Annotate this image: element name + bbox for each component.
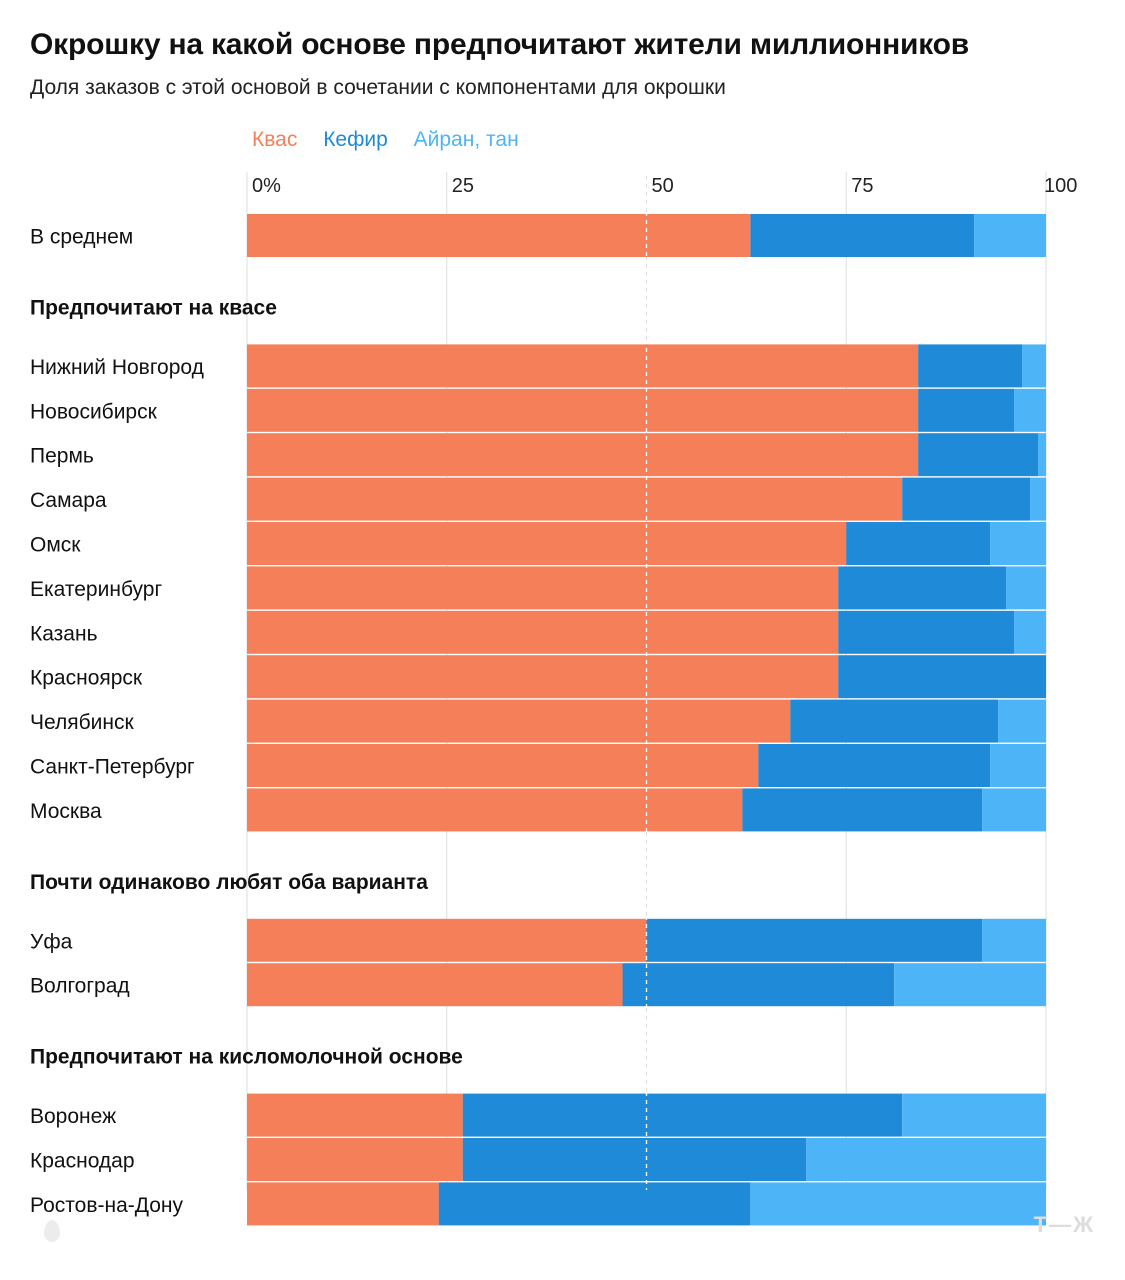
group-heading-3: Предпочитают на кисломолочной основе — [30, 1046, 463, 1069]
bar-segment-kefir — [918, 344, 1023, 388]
bar-segment-ayran — [1022, 344, 1046, 388]
bar-segment-ayran — [1014, 610, 1046, 654]
tick-label-25: 25 — [452, 175, 474, 197]
bar-segment-kefir — [438, 1182, 751, 1226]
bar-segment-kefir — [790, 699, 999, 743]
bar-segment-kefir — [918, 433, 1039, 477]
legend-ayran: Айран, тан — [413, 128, 519, 151]
bar-segment-kefir — [918, 388, 1015, 432]
bar-segment-kvas — [247, 1182, 439, 1226]
bar-segment-kvas — [247, 788, 743, 832]
watermark-logo: Т—Ж — [1033, 1212, 1095, 1237]
bar-segment-ayran — [990, 744, 1046, 787]
bar-segment-ayran — [974, 214, 1046, 257]
row-label: Челябинск — [30, 711, 134, 734]
bar-segment-kvas — [247, 344, 919, 388]
bar-segment-ayran — [894, 963, 1046, 1007]
bar-segment-kefir — [758, 744, 991, 787]
bar-segment-kvas — [247, 610, 839, 654]
bar-segment-kefir — [750, 214, 975, 257]
bar-segment-kefir — [622, 963, 895, 1007]
row-label: Воронеж — [30, 1105, 116, 1128]
bar-segment-kvas — [247, 1093, 463, 1137]
tick-label-75: 75 — [851, 175, 873, 197]
bar-segment-kefir — [902, 477, 1031, 521]
bar-segment-kefir — [838, 610, 1015, 654]
bar-segment-kvas — [247, 477, 903, 521]
legend-kefir: Кефир — [323, 128, 388, 151]
chart-title: Окрошку на какой основе предпочитают жит… — [30, 28, 970, 61]
row-label: Омск — [30, 534, 81, 557]
bar-segment-kefir — [838, 566, 1007, 610]
bar-segment-ayran — [1038, 433, 1046, 477]
tick-label-0: 0% — [252, 175, 281, 197]
row-label: Красноярск — [30, 667, 143, 690]
bar-segment-kvas — [247, 918, 647, 962]
bar-segment-ayran — [902, 1093, 1046, 1137]
row-label: Москва — [30, 800, 102, 823]
bar-segment-kefir — [462, 1093, 903, 1137]
row-label: Ростов-на-Дону — [30, 1194, 183, 1217]
row-label: Уфа — [30, 930, 73, 953]
row-label: Краснодар — [30, 1150, 135, 1173]
bar-segment-ayran — [982, 918, 1046, 962]
row-label: Нижний Новгород — [30, 356, 204, 379]
row-label: Самара — [30, 489, 107, 512]
group-heading-1: Предпочитают на квасе — [30, 296, 277, 319]
bar-segment-kvas — [247, 214, 751, 257]
group-heading-2: Почти одинаково любят оба варианта — [30, 871, 428, 894]
bar-segment-kefir — [846, 522, 991, 565]
bar-segment-kefir — [838, 655, 1046, 699]
bar-segment-kvas — [247, 744, 759, 787]
row-label: Новосибирск — [30, 400, 158, 423]
bar-segment-kvas — [247, 963, 623, 1007]
tick-label-50: 50 — [652, 175, 674, 197]
legend-kvas: Квас — [252, 128, 298, 151]
row-label: Екатеринбург — [30, 578, 162, 601]
row-label: Пермь — [30, 445, 94, 468]
bar-segment-ayran — [998, 699, 1046, 743]
bar-segment-ayran — [990, 522, 1046, 565]
bar-segment-kvas — [247, 388, 919, 432]
bar-segment-kvas — [247, 699, 791, 743]
bar-segment-ayran — [1030, 477, 1046, 521]
tick-label-100: 100 — [1044, 175, 1077, 197]
bar-segment-ayran — [806, 1138, 1046, 1181]
row-label: Казань — [30, 622, 98, 645]
row-label: Волгоград — [30, 975, 130, 998]
row-label: Санкт-Петербург — [30, 756, 195, 779]
bar-segment-kefir — [742, 788, 983, 832]
bar-segment-kvas — [247, 522, 847, 565]
bar-segment-ayran — [1006, 566, 1046, 610]
bar-segment-ayran — [1014, 388, 1046, 432]
chart-subtitle: Доля заказов с этой основой в сочетании … — [30, 76, 726, 99]
bar-segment-kvas — [247, 655, 839, 699]
bar-segment-kvas — [247, 433, 919, 477]
bar-segment-kvas — [247, 1138, 463, 1181]
bars — [247, 214, 1046, 1226]
bar-segment-kefir — [462, 1138, 807, 1181]
labels: 0% 25 50 75 100 В среднем Предпочитают на квас… — [30, 175, 1077, 1217]
bar-segment-kvas — [247, 566, 839, 610]
row-label: В среднем — [30, 226, 133, 249]
bar-segment-kefir — [646, 918, 983, 962]
drop-logo-icon — [44, 1220, 60, 1242]
legend: Квас Кефир Айран, тан — [252, 128, 539, 152]
bar-segment-ayran — [750, 1182, 1046, 1226]
bar-segment-ayran — [982, 788, 1046, 832]
